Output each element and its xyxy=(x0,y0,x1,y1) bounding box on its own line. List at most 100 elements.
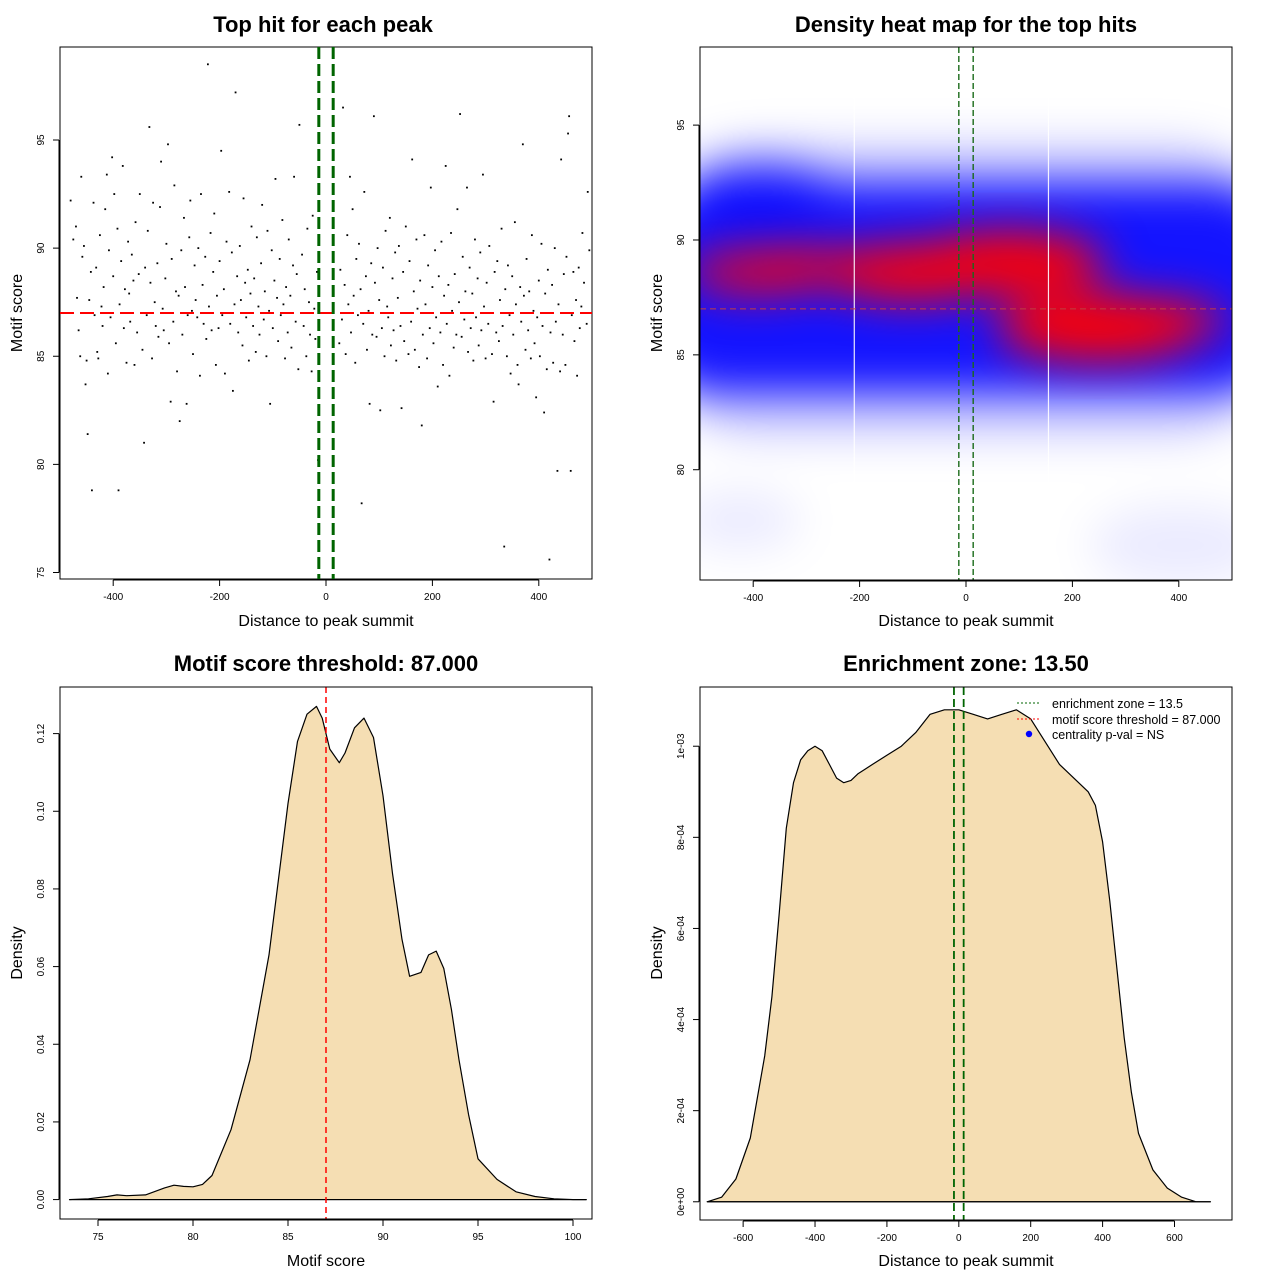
y-tick-label: 90 xyxy=(676,234,687,246)
scatter-point xyxy=(347,303,350,306)
scatter-point xyxy=(72,238,75,241)
density-area xyxy=(68,705,587,1201)
scatter-point xyxy=(560,158,563,161)
score-density-axes: 75 80 85 90 95 100 0.00 0.02 0.04 0.06 0.08 0.10 0.1… xyxy=(36,723,582,1243)
scatter-point xyxy=(450,232,452,234)
scatter-point xyxy=(586,190,589,193)
scatter-point xyxy=(354,361,357,364)
scatter-point xyxy=(311,214,314,217)
scatter-point xyxy=(252,325,255,327)
scatter-point xyxy=(206,63,209,66)
scatter-point xyxy=(260,262,262,265)
scatter-point xyxy=(181,333,184,336)
scatter-point xyxy=(496,260,499,262)
scatter-point xyxy=(144,266,147,269)
scatter-point xyxy=(286,331,289,334)
scatter-point xyxy=(263,290,266,293)
scatter-point xyxy=(292,264,294,267)
scatter-point xyxy=(567,132,569,135)
scatter-point xyxy=(176,370,178,373)
scatter-point xyxy=(305,355,308,358)
score-density-plot-frame xyxy=(59,686,593,1220)
scatter-point xyxy=(194,299,197,301)
scatter-point xyxy=(573,340,576,343)
scatter-point xyxy=(488,245,491,247)
scatter-point xyxy=(355,258,358,260)
scatter-point xyxy=(129,320,132,323)
scatter-point xyxy=(551,283,553,286)
scatter-point xyxy=(509,372,512,375)
scatter-point xyxy=(442,364,444,366)
scatter-point xyxy=(109,316,112,319)
scatter-point xyxy=(472,359,475,362)
y-tick-label: 0.10 xyxy=(36,801,47,821)
scatter-point xyxy=(459,113,461,115)
scatter-point xyxy=(137,273,140,275)
scatter-point xyxy=(500,227,503,230)
scatter-point xyxy=(134,221,137,224)
scatter-point xyxy=(133,364,136,366)
scatter-point xyxy=(250,225,253,228)
x-tick-label: 0 xyxy=(956,1233,962,1244)
scatter-point xyxy=(372,115,375,118)
scatter-point xyxy=(313,307,316,310)
position-density-panel: Enrichment zone: 13.50 -600 -400 -200 0 200 4… xyxy=(649,651,1233,1270)
scatter-point xyxy=(93,314,96,317)
scatter-point xyxy=(451,309,453,312)
scatter-point xyxy=(75,225,77,228)
scatter-point xyxy=(152,201,154,204)
x-tick-label: 200 xyxy=(1064,593,1081,604)
scatter-point xyxy=(228,190,231,193)
scatter-y-label: Motif score xyxy=(9,274,26,352)
scatter-point xyxy=(242,197,245,200)
scatter-point xyxy=(285,286,287,288)
scatter-point xyxy=(358,242,360,245)
x-tick-label: 100 xyxy=(565,1232,582,1243)
scatter-point xyxy=(564,364,567,366)
scatter-point xyxy=(491,353,493,355)
scatter-point xyxy=(386,305,389,308)
y-tick-label: 90 xyxy=(36,242,47,254)
heatmap-title: Density heat map for the top hits xyxy=(795,12,1137,37)
position-density-x-label: Distance to peak summit xyxy=(878,1253,1054,1270)
scatter-point xyxy=(352,294,355,297)
scatter-point xyxy=(229,322,232,325)
scatter-point xyxy=(120,260,123,262)
scatter-point xyxy=(99,234,101,237)
scatter-point xyxy=(268,309,270,312)
scatter-point xyxy=(294,320,297,323)
scatter-point xyxy=(308,301,310,304)
scatter-point xyxy=(375,335,378,338)
scatter-point xyxy=(154,325,157,327)
scatter-point xyxy=(546,268,549,271)
y-tick-label: 8e-04 xyxy=(676,824,687,850)
scatter-point xyxy=(346,234,349,237)
scatter-point xyxy=(212,271,215,273)
scatter-point xyxy=(188,236,191,239)
scatter-point xyxy=(575,299,577,301)
scatter-point xyxy=(159,206,161,208)
scatter-point xyxy=(588,249,591,252)
scatter-point xyxy=(351,208,354,211)
scatter-point xyxy=(269,402,272,405)
scatter-point xyxy=(192,353,194,355)
heatmap-plot-frame xyxy=(699,46,1233,581)
scatter-point xyxy=(160,160,162,163)
scatter-point xyxy=(392,329,395,332)
scatter-point xyxy=(350,331,352,334)
heatmap-density xyxy=(700,47,1232,580)
scatter-point xyxy=(525,258,528,260)
scatter-point xyxy=(480,329,483,332)
scatter-point xyxy=(507,264,509,267)
scatter-point xyxy=(423,234,426,237)
scatter-point xyxy=(577,266,580,269)
scatter-point xyxy=(91,489,93,492)
scatter-point xyxy=(359,288,362,291)
scatter-point xyxy=(458,301,460,304)
scatter-point xyxy=(180,249,183,252)
scatter-point xyxy=(127,240,129,243)
scatter-point xyxy=(114,342,117,345)
scatter-point xyxy=(117,489,120,492)
scatter-point xyxy=(84,383,87,386)
scatter-point xyxy=(261,203,264,206)
